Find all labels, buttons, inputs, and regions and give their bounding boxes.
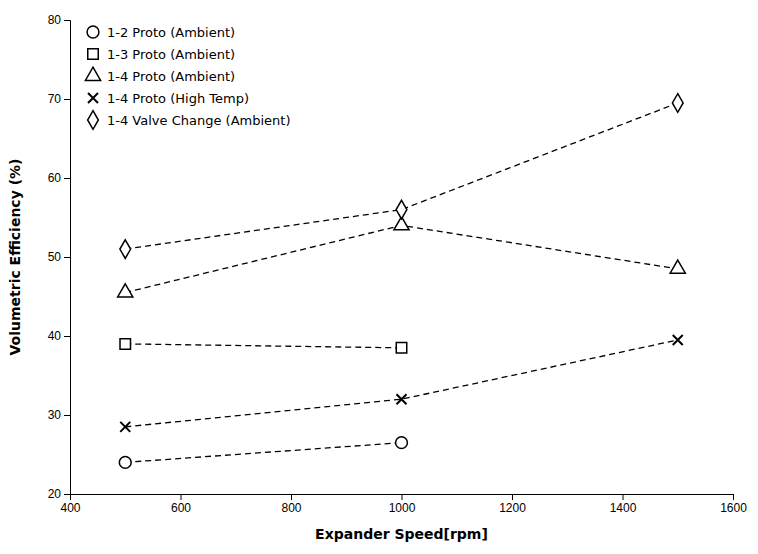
tick: 20 [48,487,70,501]
tick: 1600 [720,494,747,515]
legend-symbol [88,49,98,59]
tick-label: 400 [60,501,80,515]
marker [396,200,407,219]
tick-label: 1000 [389,501,416,515]
marker [396,437,408,449]
marker [670,260,685,273]
marker [120,240,131,259]
tick-label: 40 [48,329,62,343]
legend-item: 1-3 Proto (Ambient) [88,47,235,62]
plot: 400 600 800 1000 1200 1400 1600 20 30 40 50 60 70 80 [48,13,748,514]
tick-label: 70 [48,92,62,106]
tick-mark [623,494,624,500]
tick: 1200 [499,494,526,515]
tick-label: 1400 [610,501,637,515]
tick: 30 [48,408,70,422]
series [119,437,407,469]
x-axis-title: Expander Speed[rpm] [315,526,488,542]
tick-mark [64,99,70,100]
marker [120,422,130,432]
tick-label: 60 [48,171,62,185]
tick: 80 [48,13,70,27]
tick-mark [64,415,70,416]
legend-symbol [87,26,99,38]
legend-item: 1-4 Proto (Ambient) [85,67,235,83]
tick: 1400 [610,494,637,515]
tick: 800 [281,494,301,515]
series-line [125,443,401,463]
marker [120,339,130,349]
tick-label: 80 [48,13,62,27]
marker [396,343,406,353]
legend-label: 1-2 Proto (Ambient) [107,25,235,40]
legend-label: 1-4 Proto (High Temp) [107,91,249,106]
tick-mark [64,336,70,337]
legend-label: 1-4 Proto (Ambient) [107,69,235,84]
tick-label: 1200 [499,501,526,515]
tick-label: 30 [48,408,62,422]
y-axis: 20 30 40 50 60 70 80 [48,13,71,501]
tick-label: 1600 [720,501,747,515]
tick-label: 600 [171,501,191,515]
legend-symbol [88,111,99,130]
tick: 70 [48,92,70,106]
series [120,335,683,432]
tick-mark [181,494,182,500]
tick-mark [64,178,70,179]
tick-label: 50 [48,250,62,264]
axis-line [64,21,71,495]
legend-item: 1-2 Proto (Ambient) [87,25,235,40]
legend-item: 1-4 Proto (High Temp) [88,91,249,106]
tick: 1000 [389,494,416,515]
tick-mark [64,494,70,495]
legend: 1-2 Proto (Ambient) 1-3 Proto (Ambient) 1-… [85,25,290,130]
tick-mark [64,20,70,21]
tick: 60 [48,171,70,185]
series-line [125,225,678,292]
axis-line [71,495,734,501]
legend-item: 1-4 Valve Change (Ambient) [88,111,291,130]
x-axis: 400 600 800 1000 1200 1400 1600 [60,494,747,515]
tick-mark [733,494,734,500]
y-axis-title: Volumetric Efficiency (%) [7,159,23,356]
tick: 600 [171,494,191,515]
legend-symbol [85,67,100,80]
marker [672,94,683,113]
tick: 400 [60,494,80,515]
marker [673,335,683,345]
tick-label: 800 [281,501,301,515]
legend-label: 1-4 Valve Change (Ambient) [107,113,290,128]
marker [397,394,407,404]
series [120,339,407,353]
tick-mark [512,494,513,500]
tick-mark [291,494,292,500]
tick-mark [64,257,70,258]
marker [118,284,133,297]
tick: 40 [48,329,70,343]
tick-label: 20 [48,487,62,501]
tick-mark [402,494,403,500]
series-line [125,340,678,427]
legend-symbol [88,93,98,103]
tick: 50 [48,250,70,264]
marks [118,94,686,469]
marker [119,456,131,468]
chart: 400 600 800 1000 1200 1400 1600 20 30 40 50 60 70 80 E… [0,0,758,554]
series-line [125,344,401,348]
series [118,217,686,297]
legend-label: 1-3 Proto (Ambient) [107,47,235,62]
